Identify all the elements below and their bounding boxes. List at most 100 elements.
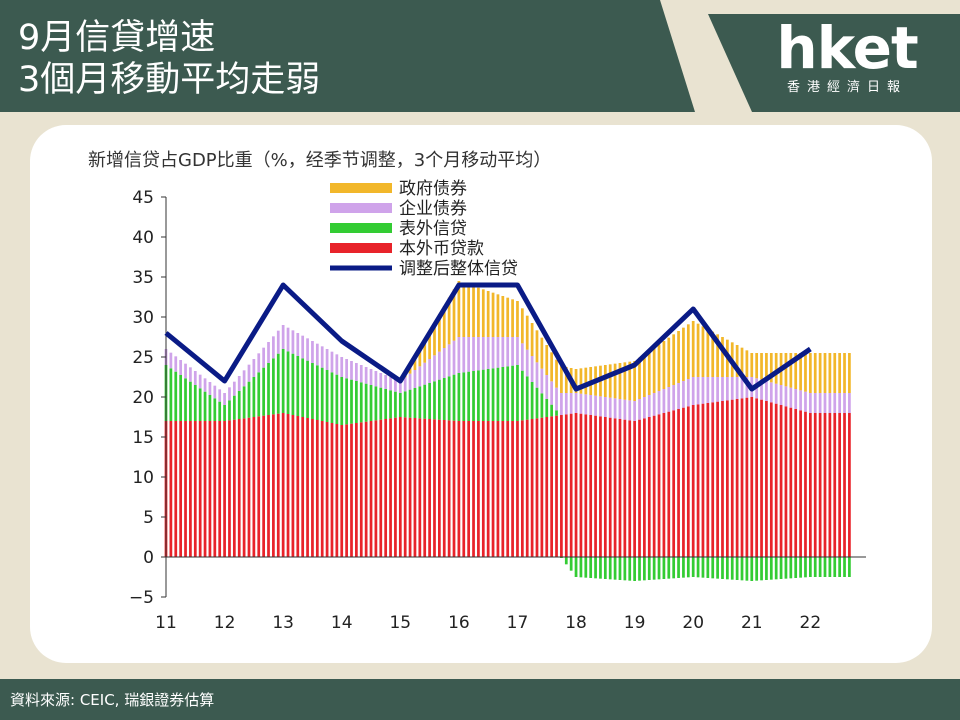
- bar-segment: [462, 337, 466, 373]
- bar-segment: [228, 387, 231, 401]
- bar-segment: [506, 366, 510, 421]
- bar-segment: [550, 381, 553, 405]
- bar-segment: [623, 362, 627, 400]
- bar-segment: [574, 413, 578, 557]
- bar-segment: [643, 397, 646, 419]
- bar-segment: [662, 557, 666, 579]
- bar-segment: [193, 421, 197, 557]
- bar-segment: [589, 557, 593, 578]
- bar-segment: [379, 373, 383, 388]
- bar-segment: [579, 557, 583, 578]
- bar-segment: [174, 356, 178, 372]
- bar-segment: [667, 337, 671, 387]
- bar-segment: [828, 393, 832, 413]
- bar-segment: [584, 557, 588, 578]
- bar-segment: [560, 366, 563, 393]
- bar-segment: [355, 423, 358, 557]
- bar-segment: [774, 383, 778, 404]
- bar-segment: [682, 557, 685, 578]
- bar-segment: [711, 402, 715, 557]
- legend-swatch: [330, 183, 392, 193]
- bar-segment: [350, 361, 353, 380]
- bar-segment: [252, 359, 256, 377]
- bar-segment: [237, 419, 241, 557]
- bar-segment: [711, 377, 715, 403]
- bar-segment: [721, 401, 724, 557]
- bar-segment: [218, 421, 222, 557]
- bar-segment: [696, 557, 700, 578]
- bar-segment: [481, 337, 485, 370]
- bar-segment: [584, 367, 588, 395]
- bar-segment: [179, 421, 183, 557]
- bar-segment: [691, 405, 695, 557]
- bar-segment: [716, 557, 719, 579]
- bar-segment: [769, 382, 773, 403]
- bar-segment: [472, 337, 475, 371]
- bar-segment: [599, 416, 602, 557]
- bar-segment: [340, 425, 344, 557]
- bar-segment: [628, 400, 632, 421]
- title-banner: [0, 0, 960, 112]
- bar-segment: [828, 557, 832, 577]
- bar-segment: [491, 292, 495, 337]
- bar-segment: [843, 393, 846, 413]
- bar-segment: [452, 420, 456, 557]
- bar-segment: [281, 325, 285, 349]
- bar-segment: [281, 413, 285, 557]
- x-tick-label: 19: [624, 613, 646, 633]
- bar-segment: [340, 377, 344, 425]
- source-note: 資料來源: CEIC, 瑞銀證券估算: [10, 691, 215, 709]
- title-banner-shape: [0, 0, 695, 112]
- bar-segment: [359, 382, 363, 423]
- bar-segment: [638, 557, 641, 581]
- bar-segment: [823, 557, 827, 577]
- bar-segment: [677, 331, 680, 383]
- bar-segment: [394, 391, 397, 418]
- bars-group: [164, 281, 851, 581]
- bar-segment: [599, 396, 602, 417]
- bar-segment: [311, 341, 314, 363]
- bar-segment: [413, 370, 417, 388]
- bar-segment: [774, 557, 778, 580]
- bar-segment: [193, 385, 197, 421]
- bar-segment: [667, 411, 671, 557]
- title-line-2: 3個月移動平均走弱: [18, 60, 321, 100]
- bar-segment: [682, 327, 685, 381]
- bar-segment: [428, 359, 431, 383]
- bar-segment: [364, 421, 368, 557]
- bar-segment: [784, 557, 788, 579]
- bar-segment: [838, 393, 842, 413]
- bar-segment: [501, 421, 505, 557]
- bar-segment: [437, 379, 441, 420]
- bar-segment: [745, 557, 749, 581]
- bar-segment: [613, 557, 617, 580]
- bar-segment: [701, 403, 705, 557]
- bar-segment: [433, 419, 436, 557]
- bar-segment: [662, 413, 666, 557]
- bar-segment: [262, 415, 265, 557]
- bar-segment: [603, 557, 607, 579]
- bar-segment: [477, 370, 480, 421]
- bar-segment: [808, 393, 812, 413]
- legend-label: 本外币贷款: [399, 239, 484, 259]
- bar-segment: [735, 345, 739, 377]
- bar-segment: [618, 557, 622, 580]
- bar-segment: [618, 419, 622, 557]
- bar-segment: [306, 360, 309, 418]
- bar-segment: [345, 378, 348, 425]
- bar-segment: [418, 418, 422, 557]
- bar-segment: [340, 357, 344, 377]
- bar-segment: [276, 353, 280, 414]
- bar-segment: [784, 353, 788, 387]
- bar-segment: [579, 368, 583, 394]
- bar-segment: [730, 557, 734, 580]
- bar-segment: [472, 286, 475, 337]
- bar-segment: [813, 393, 817, 413]
- logo-banner-shape: [708, 14, 960, 112]
- bar-segment: [760, 379, 763, 400]
- bar-segment: [198, 374, 202, 389]
- bar-segment: [315, 365, 319, 420]
- bar-segment: [628, 557, 632, 581]
- bar-segment: [613, 418, 617, 557]
- bar-segment: [652, 415, 656, 557]
